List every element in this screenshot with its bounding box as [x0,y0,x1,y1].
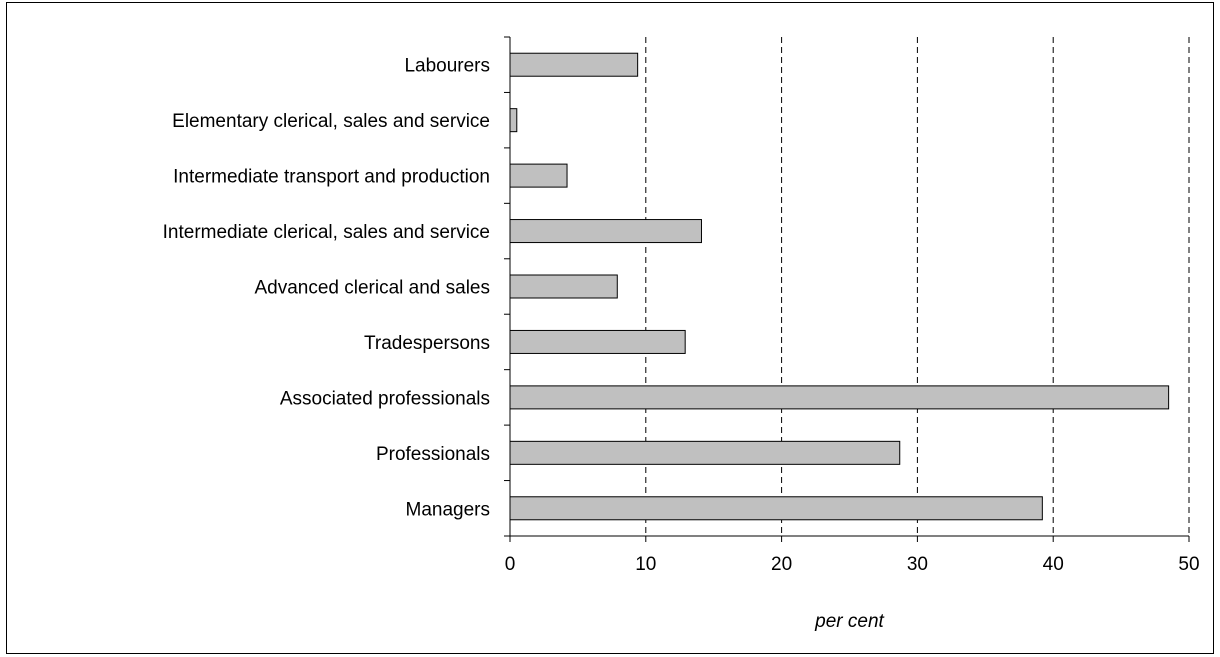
x-axis-ticks [509,536,1190,542]
category-label: Professionals [376,444,490,465]
bar [509,440,901,465]
bar [509,496,1043,521]
category-label: Advanced clerical and sales [254,278,490,299]
bar [509,385,1170,410]
category-label: Managers [406,499,491,520]
bar [509,52,639,77]
y-axis-ticks [504,36,510,537]
category-label: Labourers [404,56,490,77]
category-label: Intermediate clerical, sales and service [163,222,490,243]
category-label: Elementary clerical, sales and service [172,111,490,132]
x-tick-label: 30 [907,554,928,575]
bar [509,274,618,299]
category-label: Intermediate transport and production [173,167,490,188]
x-tick-labels: 0 10 20 30 40 50 [505,554,1200,575]
x-tick-label: 0 [505,554,516,575]
x-tick-label: 20 [771,554,792,575]
category-label: Tradespersons [364,333,490,354]
bar [509,219,702,244]
category-label: Associated professionals [280,388,490,409]
x-axis-title: per cent [814,611,884,632]
bar [509,108,518,133]
x-tick-label: 40 [1043,554,1064,575]
category-labels: Managers Professionals Associated professi… [163,56,490,521]
x-tick-label: 10 [635,554,656,575]
chart-frame [6,2,1214,654]
bar [509,329,686,354]
axes [509,37,1189,537]
bar [509,163,568,188]
bars [509,52,1170,521]
x-tick-label: 50 [1178,554,1199,575]
